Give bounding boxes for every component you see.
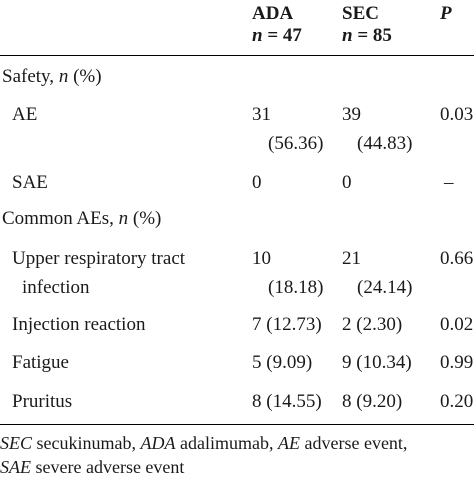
column-header-p: P (440, 3, 452, 24)
row-label-injection-reaction: Injection reaction (12, 314, 146, 335)
cell-injection-sec: 2 (2.30) (342, 314, 403, 335)
cell-ae-sec: 39 (342, 104, 361, 125)
row-label-uri: Upper respiratory tract (12, 248, 186, 269)
section-title-common-aes: Common AEs, n (%) (2, 208, 162, 229)
cell-sae-ada: 0 (252, 172, 262, 193)
footnote-abbr-ada: ADA (140, 433, 176, 453)
footnote-def-sec: secukinumab, (32, 433, 141, 453)
cell-pruritus-ada: 8 (14.55) (252, 391, 322, 412)
row-label-fatigue: Fatigue (12, 352, 69, 373)
cell-injection-p: 0.02 (440, 314, 474, 335)
cell-sae-p: – (444, 172, 454, 193)
cell-uri-ada: 10 (252, 248, 271, 269)
cell-uri-ada-pct: (18.18) (268, 277, 324, 298)
column-header-ada-n: n = 47 (252, 25, 302, 46)
footnote-abbr-ae: AE (277, 433, 300, 453)
footnote-abbr-sec: SEC (0, 433, 33, 453)
cell-ae-sec-pct: (44.83) (357, 133, 413, 154)
footnote-def-ae: adverse event, (299, 433, 408, 453)
cell-ae-ada-pct: (56.36) (268, 133, 324, 154)
cell-sae-sec: 0 (342, 172, 352, 193)
column-header-sec-n: n = 85 (342, 25, 392, 46)
cell-fatigue-sec: 9 (10.34) (342, 352, 412, 373)
cell-fatigue-ada: 5 (9.09) (252, 352, 313, 373)
cell-uri-p: 0.66 (440, 248, 474, 269)
cell-uri-sec: 21 (342, 248, 361, 269)
cell-pruritus-p: 0.20 (440, 391, 474, 412)
footnote-def-sae: severe adverse event (31, 457, 185, 477)
row-label-pruritus: Pruritus (12, 391, 73, 412)
cell-injection-ada: 7 (12.73) (252, 314, 322, 335)
bottom-rule (0, 424, 474, 425)
footnote-abbr-sae: SAE (0, 457, 31, 477)
cell-uri-sec-pct: (24.14) (357, 277, 413, 298)
section-title-safety: Safety, n (%) (2, 66, 102, 87)
footnote-def-ada: adalimumab, (175, 433, 278, 453)
table-footnote: SEC secukinumab, ADA adalimumab, AE adve… (0, 431, 474, 479)
cell-pruritus-sec: 8 (9.20) (342, 391, 403, 412)
header-rule (0, 55, 474, 56)
column-header-sec: SEC (342, 3, 379, 24)
column-header-ada: ADA (252, 3, 294, 24)
cell-ae-ada: 31 (252, 104, 271, 125)
row-label-sae: SAE (12, 172, 48, 193)
row-label-ae: AE (12, 104, 38, 125)
cell-ae-p: 0.03 (440, 104, 474, 125)
row-label-uri-cont: infection (22, 277, 90, 298)
cell-fatigue-p: 0.99 (440, 352, 474, 373)
